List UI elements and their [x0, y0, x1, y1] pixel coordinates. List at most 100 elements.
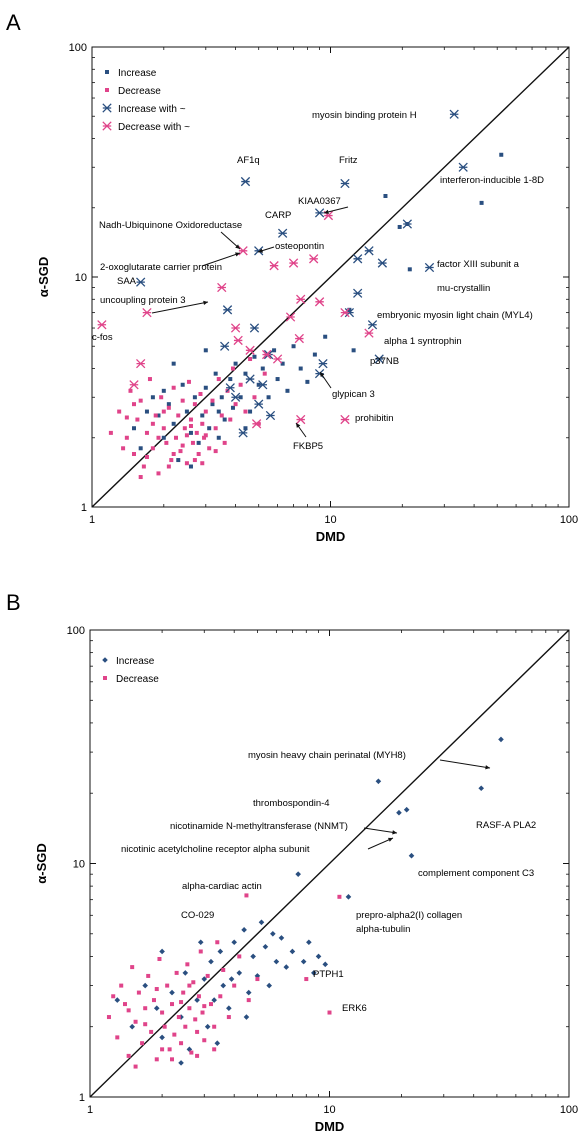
- data-point: [153, 413, 158, 418]
- data-point: [184, 433, 189, 438]
- data-point: [195, 1053, 200, 1058]
- panel-b: B 1 10 100 1 10 100 DMD α-SGD Increase Decrease myo…: [6, 590, 578, 1134]
- data-point: [156, 435, 161, 440]
- data-point: [150, 395, 155, 400]
- legend: Increase Decrease: [102, 656, 159, 685]
- data-point: [198, 391, 203, 396]
- annotation-label: uncoupling protein 3: [100, 295, 186, 306]
- data-point: [114, 997, 121, 1003]
- data-point: [212, 1047, 217, 1052]
- data-point: [140, 1041, 145, 1046]
- annotation-label: interferon-inducible 1-8D: [440, 175, 544, 186]
- data-point: [295, 871, 301, 877]
- data-point: [193, 1017, 198, 1022]
- annotation-label: alpha-cardiac actin: [182, 881, 262, 892]
- data-point: [314, 297, 325, 307]
- annotation-label: factor XIII subunit a: [437, 259, 520, 270]
- data-point: [192, 395, 197, 400]
- data-point: [194, 430, 199, 435]
- data-point: [458, 162, 468, 172]
- data-point: [167, 1047, 172, 1052]
- data-point: [151, 998, 156, 1003]
- data-point: [252, 395, 257, 400]
- data-point: [243, 371, 248, 376]
- data-point: [162, 1024, 167, 1029]
- data-point: [216, 409, 221, 414]
- data-point: [179, 1000, 184, 1005]
- data-point: [108, 430, 113, 435]
- x-tick-label: 1: [87, 1104, 93, 1116]
- data-point: [166, 464, 171, 469]
- data-point: [202, 1004, 207, 1009]
- data-point: [278, 935, 285, 941]
- data-point: [309, 254, 319, 264]
- data-point: [377, 258, 388, 268]
- annotation-arrowhead: [235, 244, 240, 249]
- data-point: [216, 377, 221, 382]
- x-tick-label: 100: [560, 514, 578, 526]
- data-point: [188, 464, 193, 469]
- data-point: [243, 426, 248, 431]
- data-point: [306, 939, 312, 946]
- annotation-label: alpha-tubulin: [356, 924, 410, 935]
- annotation-label: AF1q: [237, 155, 260, 166]
- data-point: [272, 354, 283, 364]
- data-point: [249, 323, 260, 333]
- legend: Increase Decrease Increase with ~ Decrease …: [102, 68, 190, 133]
- data-point: [340, 307, 350, 318]
- data-point: [213, 426, 218, 431]
- data-point: [185, 962, 190, 967]
- data-point: [195, 1029, 200, 1034]
- annotation-label: ERK6: [342, 1003, 367, 1014]
- y-tick-label: 10: [75, 272, 87, 284]
- data-point: [244, 893, 249, 898]
- annotation-arrowhead: [235, 252, 240, 257]
- data-point: [180, 398, 185, 403]
- y-tick-label: 100: [69, 42, 87, 54]
- data-point: [408, 852, 415, 859]
- data-point: [203, 385, 208, 390]
- data-point: [315, 953, 322, 960]
- data-point: [200, 421, 205, 426]
- annotation-label: nicotinamide N-methyltransferase (NNMT): [170, 821, 348, 832]
- data-point: [187, 983, 192, 988]
- annotation-label: myosin heavy chain perinatal (MYH8): [248, 750, 406, 761]
- data-point: [258, 380, 268, 390]
- data-point: [170, 1057, 175, 1062]
- data-point: [300, 958, 307, 965]
- data-point: [180, 443, 185, 448]
- data-point: [327, 1010, 332, 1015]
- data-point: [154, 1057, 159, 1062]
- data-point: [478, 785, 485, 792]
- data-point: [169, 989, 175, 996]
- data-point: [318, 358, 328, 369]
- data-point: [182, 426, 187, 431]
- annotation-arrowhead: [392, 830, 397, 835]
- data-point: [203, 348, 208, 353]
- annotation-leader: [367, 837, 394, 850]
- annotation-label: Fritz: [339, 155, 358, 166]
- data-point: [222, 440, 227, 445]
- data-point: [374, 354, 384, 364]
- data-point: [245, 345, 255, 355]
- data-point: [275, 377, 280, 382]
- data-point: [212, 1024, 217, 1029]
- data-point: [230, 366, 235, 371]
- data-point: [159, 1034, 165, 1041]
- legend-marker: [102, 657, 108, 663]
- x-tick-label: 100: [560, 1104, 578, 1116]
- data-point: [173, 435, 178, 440]
- legend-label: Increase: [116, 656, 155, 667]
- data-point: [128, 388, 133, 393]
- data-point: [266, 395, 271, 400]
- data-point: [190, 440, 195, 445]
- data-point: [340, 178, 350, 189]
- data-point: [198, 949, 203, 954]
- data-point: [314, 208, 325, 218]
- data-point: [243, 1014, 250, 1020]
- annotation-arrowhead: [296, 423, 301, 428]
- annotation-label: p37NB: [370, 356, 399, 367]
- data-point: [230, 323, 241, 333]
- data-point: [160, 1010, 165, 1015]
- data-point: [217, 948, 224, 955]
